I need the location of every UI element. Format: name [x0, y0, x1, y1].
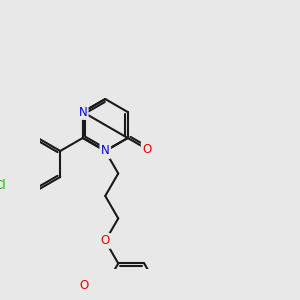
Text: Cl: Cl	[0, 179, 7, 192]
Text: O: O	[100, 234, 110, 248]
Text: O: O	[142, 142, 152, 155]
Text: N: N	[101, 145, 110, 158]
Text: O: O	[80, 279, 89, 292]
Text: N: N	[78, 106, 87, 118]
